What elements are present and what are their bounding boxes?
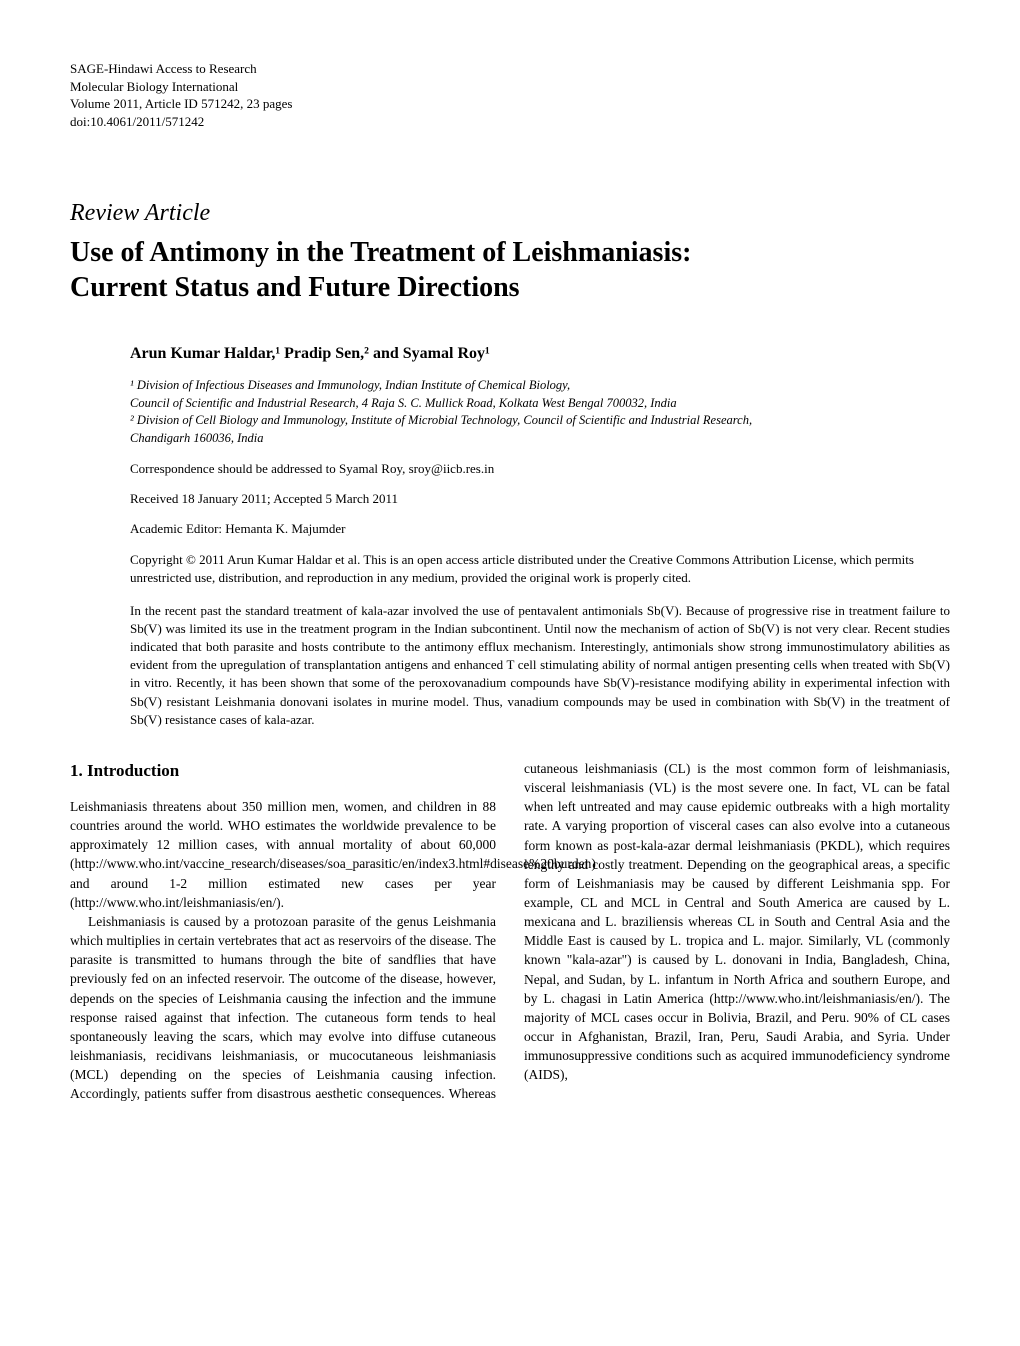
page-container: SAGE-Hindawi Access to Research Molecula… <box>0 0 1020 1144</box>
academic-editor: Academic Editor: Hemanta K. Majumder <box>130 521 950 537</box>
header-line-volume: Volume 2011, Article ID 571242, 23 pages <box>70 95 950 113</box>
article-type: Review Article <box>70 200 950 227</box>
header-line-journal: Molecular Biology International <box>70 78 950 96</box>
affiliation-1b: Council of Scientific and Industrial Res… <box>130 395 950 413</box>
abstract: In the recent past the standard treatmen… <box>130 602 950 729</box>
affiliations: ¹ Division of Infectious Diseases and Im… <box>130 377 950 447</box>
section-1-heading: 1. Introduction <box>70 759 496 783</box>
affiliation-2b: Chandigarh 160036, India <box>130 430 950 448</box>
affiliation-1: ¹ Division of Infectious Diseases and Im… <box>130 377 950 395</box>
header-line-access: SAGE-Hindawi Access to Research <box>70 60 950 78</box>
title-line-2: Current Status and Future Directions <box>70 272 520 303</box>
title-line-1: Use of Antimony in the Treatment of Leis… <box>70 237 691 268</box>
copyright-notice: Copyright © 2011 Arun Kumar Haldar et al… <box>130 551 950 587</box>
dates-received-accepted: Received 18 January 2011; Accepted 5 Mar… <box>130 491 950 507</box>
intro-paragraph-1: Leishmaniasis threatens about 350 millio… <box>70 797 496 912</box>
authors: Arun Kumar Haldar,¹ Pradip Sen,² and Sya… <box>130 345 950 363</box>
correspondence: Correspondence should be addressed to Sy… <box>130 461 950 477</box>
body-two-column: 1. Introduction Leishmaniasis threatens … <box>70 759 950 1104</box>
header-line-doi: doi:10.4061/2011/571242 <box>70 113 950 131</box>
journal-header: SAGE-Hindawi Access to Research Molecula… <box>70 60 950 130</box>
article-title: Use of Antimony in the Treatment of Leis… <box>70 235 950 305</box>
affiliation-2: ² Division of Cell Biology and Immunolog… <box>130 412 950 430</box>
